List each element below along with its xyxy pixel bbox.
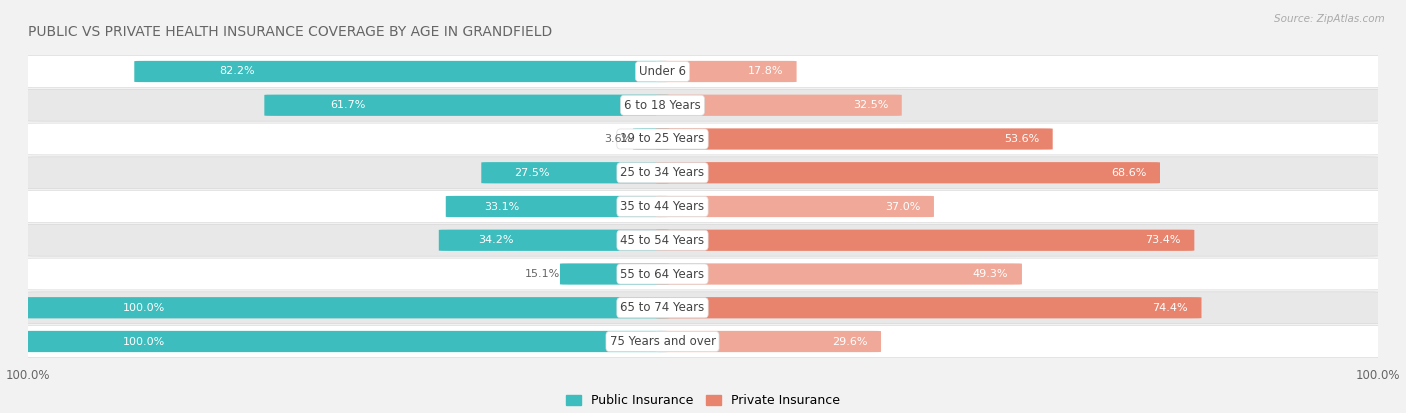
FancyBboxPatch shape [17,224,1389,256]
FancyBboxPatch shape [135,61,669,82]
FancyBboxPatch shape [655,128,1053,150]
FancyBboxPatch shape [17,191,1389,222]
Text: 6 to 18 Years: 6 to 18 Years [624,99,700,112]
FancyBboxPatch shape [17,157,1389,189]
Text: 3.6%: 3.6% [605,134,633,144]
Text: 82.2%: 82.2% [219,66,254,76]
FancyBboxPatch shape [481,162,669,183]
FancyBboxPatch shape [21,297,669,318]
Text: 37.0%: 37.0% [884,202,921,211]
Text: 100.0%: 100.0% [124,303,166,313]
FancyBboxPatch shape [633,128,669,150]
FancyBboxPatch shape [655,331,882,352]
FancyBboxPatch shape [655,162,1160,183]
Text: 73.4%: 73.4% [1146,235,1181,245]
Text: 65 to 74 Years: 65 to 74 Years [620,301,704,314]
Text: 29.6%: 29.6% [832,337,868,347]
Text: 19 to 25 Years: 19 to 25 Years [620,133,704,145]
FancyBboxPatch shape [655,95,901,116]
FancyBboxPatch shape [17,89,1389,121]
Text: 45 to 54 Years: 45 to 54 Years [620,234,704,247]
FancyBboxPatch shape [264,95,669,116]
Text: 34.2%: 34.2% [478,235,513,245]
Text: 32.5%: 32.5% [853,100,889,110]
Text: 100.0%: 100.0% [124,337,166,347]
FancyBboxPatch shape [439,230,669,251]
Text: 49.3%: 49.3% [973,269,1008,279]
FancyBboxPatch shape [655,230,1194,251]
Text: 68.6%: 68.6% [1111,168,1146,178]
Text: 25 to 34 Years: 25 to 34 Years [620,166,704,179]
FancyBboxPatch shape [446,196,669,217]
Text: Under 6: Under 6 [638,65,686,78]
Text: 55 to 64 Years: 55 to 64 Years [620,268,704,280]
FancyBboxPatch shape [655,61,797,82]
FancyBboxPatch shape [17,292,1389,324]
Text: Source: ZipAtlas.com: Source: ZipAtlas.com [1274,14,1385,24]
Text: 35 to 44 Years: 35 to 44 Years [620,200,704,213]
Text: 15.1%: 15.1% [524,269,560,279]
FancyBboxPatch shape [655,196,934,217]
Text: 74.4%: 74.4% [1153,303,1188,313]
FancyBboxPatch shape [17,258,1389,290]
Text: 33.1%: 33.1% [484,202,519,211]
FancyBboxPatch shape [17,325,1389,357]
Legend: Public Insurance, Private Insurance: Public Insurance, Private Insurance [567,394,839,407]
FancyBboxPatch shape [655,263,1022,285]
Text: 27.5%: 27.5% [515,168,550,178]
FancyBboxPatch shape [560,263,669,285]
FancyBboxPatch shape [655,297,1202,318]
Text: PUBLIC VS PRIVATE HEALTH INSURANCE COVERAGE BY AGE IN GRANDFIELD: PUBLIC VS PRIVATE HEALTH INSURANCE COVER… [28,25,553,39]
FancyBboxPatch shape [17,56,1389,88]
Text: 53.6%: 53.6% [1004,134,1039,144]
Text: 61.7%: 61.7% [330,100,366,110]
FancyBboxPatch shape [17,123,1389,155]
Text: 75 Years and over: 75 Years and over [610,335,716,348]
FancyBboxPatch shape [21,331,669,352]
Text: 17.8%: 17.8% [748,66,783,76]
